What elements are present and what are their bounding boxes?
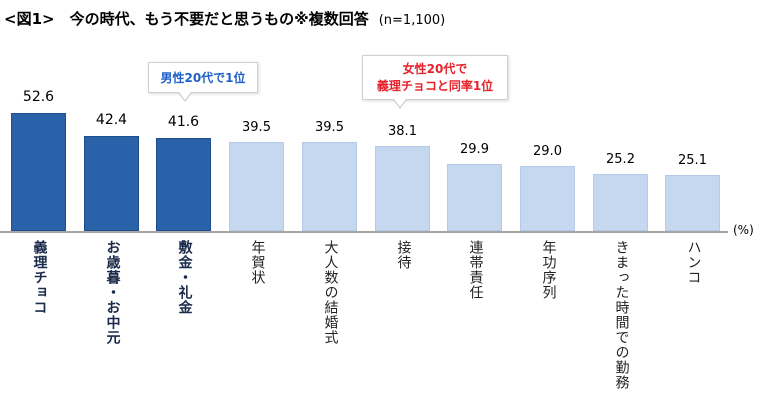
bar [11, 113, 66, 231]
callout-male-20s: 男性20代で1位 [148, 62, 258, 102]
category-label: ハンコ [685, 240, 702, 285]
sample-size: (n=1,100) [378, 13, 446, 28]
bar [593, 174, 648, 231]
callout-text: 女性20代で [402, 62, 468, 76]
callout-text: 男性20代で1位 [160, 71, 246, 85]
value-label: 38.1 [388, 124, 417, 139]
bar [520, 166, 575, 231]
bar [375, 146, 430, 231]
bar [156, 138, 211, 231]
category-label: 年功序列 [540, 240, 557, 300]
value-label: 25.2 [606, 152, 635, 167]
chart-title: <図1> 今の時代、もう不要だと思うもの※複数回答 (n=1,100) [4, 8, 445, 29]
value-label: 39.5 [315, 120, 344, 135]
category-label: きまった時間での勤務 [613, 240, 630, 390]
chart-title-main: <図1> 今の時代、もう不要だと思うもの※複数回答 [4, 10, 369, 28]
bar [447, 164, 502, 231]
value-label: 42.4 [95, 112, 128, 128]
category-label: 大人数の結婚式 [322, 240, 339, 345]
value-label: 29.9 [460, 142, 489, 157]
callout-pointer-fill [179, 92, 191, 100]
value-label: 39.5 [242, 120, 271, 135]
category-label: 連帯責任 [467, 240, 484, 300]
bar [302, 142, 357, 231]
bar [229, 142, 284, 231]
callout-text: 義理チョコと同率1位 [376, 79, 494, 93]
category-label: 年賀状 [249, 240, 266, 285]
unit-label: (%) [733, 223, 754, 237]
category-label: 敷金・礼金 [176, 240, 193, 315]
bar [665, 175, 720, 231]
x-axis-line [0, 231, 728, 233]
category-label: 義理チョコ [31, 240, 48, 315]
callout-pointer-fill [394, 99, 406, 107]
category-label: 接待 [395, 240, 412, 270]
callout-female-20s: 女性20代で義理チョコと同率1位 [362, 55, 508, 109]
value-label: 52.6 [22, 89, 55, 105]
value-label: 29.0 [533, 144, 562, 159]
bar [84, 136, 139, 231]
value-label: 41.6 [167, 114, 200, 130]
value-label: 25.1 [678, 153, 707, 168]
category-label: お歳暮・お中元 [104, 240, 121, 345]
